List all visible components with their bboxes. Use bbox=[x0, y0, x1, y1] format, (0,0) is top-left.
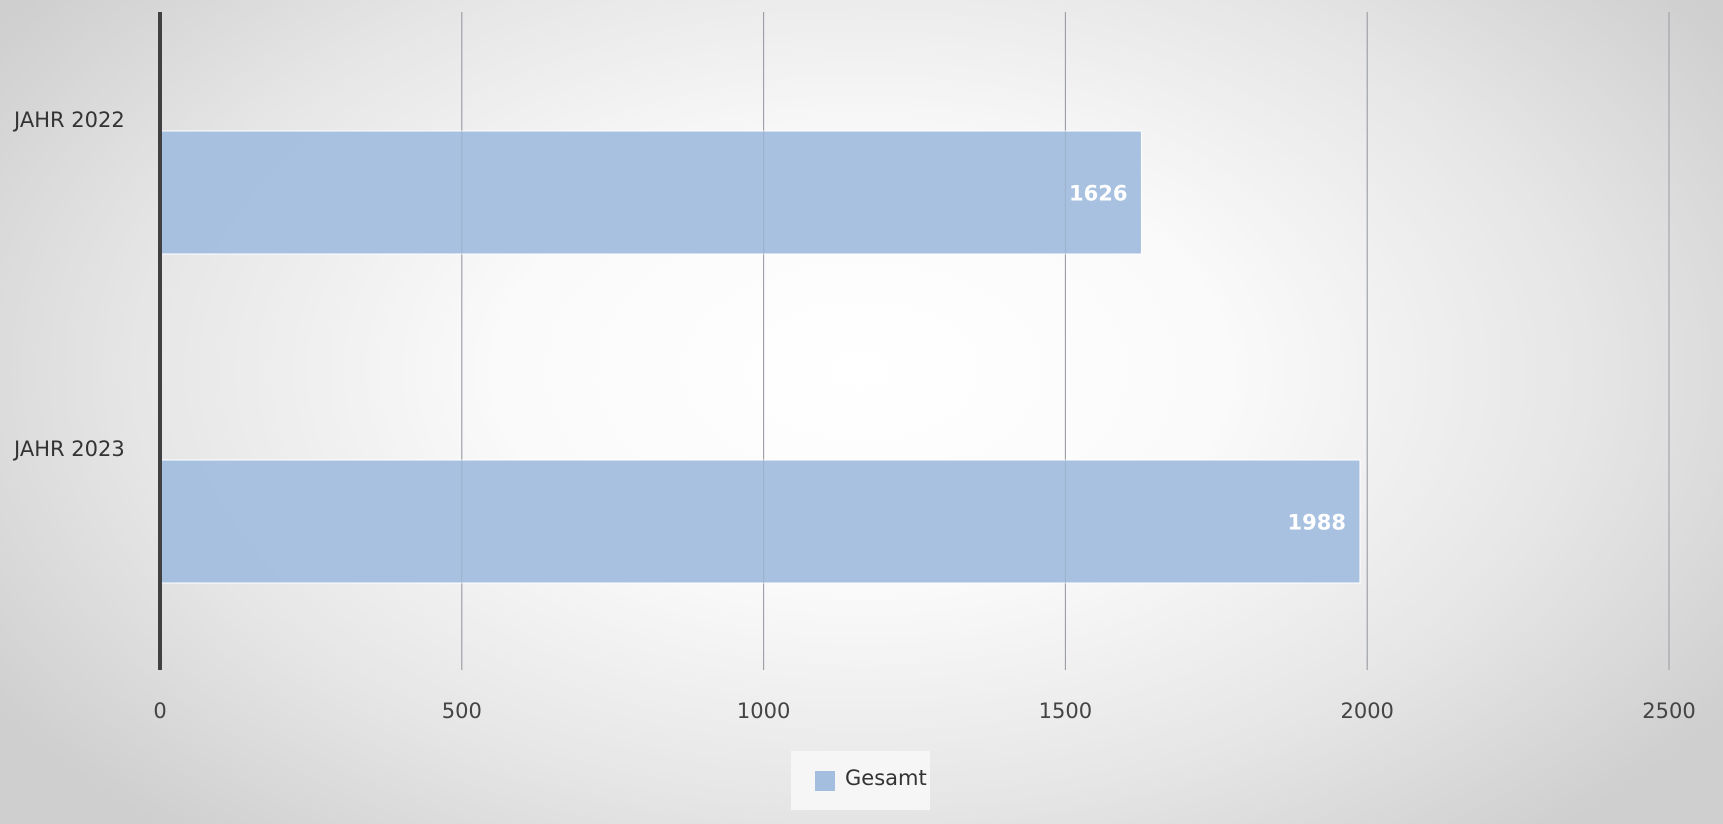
data-label: 1626 bbox=[1069, 182, 1127, 206]
x-tick-label: 2500 bbox=[1642, 699, 1695, 723]
legend-label: Gesamt bbox=[845, 766, 927, 790]
x-tick-label: 2000 bbox=[1340, 699, 1393, 723]
bars bbox=[159, 12, 1670, 670]
legend: Gesamt bbox=[791, 751, 930, 810]
x-tick-label: 500 bbox=[442, 699, 482, 723]
category-label: JAHR 2023 bbox=[12, 437, 125, 461]
bar bbox=[159, 459, 1361, 584]
labels: 0 500 1000 1500 2000 2500 1626 JAHR 2022 1988 JAH… bbox=[12, 108, 1696, 723]
x-tick-label: 0 bbox=[153, 699, 166, 723]
x-tick-label: 1500 bbox=[1039, 699, 1092, 723]
legend-swatch bbox=[815, 771, 835, 791]
x-tick-label: 1000 bbox=[737, 699, 790, 723]
bar bbox=[159, 130, 1142, 255]
data-label: 1988 bbox=[1288, 511, 1346, 535]
legend-box bbox=[791, 751, 930, 810]
category-label: JAHR 2022 bbox=[12, 108, 125, 132]
